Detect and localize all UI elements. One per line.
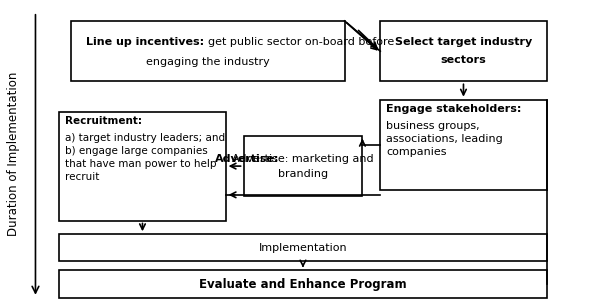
Text: Advertise: marketing and: Advertise: marketing and	[232, 153, 374, 164]
Bar	[380, 99, 547, 190]
Text: Select target industry: Select target industry	[395, 37, 532, 47]
Text: Implementation: Implementation	[259, 243, 347, 253]
Text: Duration of Implementation: Duration of Implementation	[7, 72, 20, 236]
Text: branding: branding	[278, 169, 328, 179]
Bar	[244, 136, 362, 196]
Text: Evaluate and Enhance Program: Evaluate and Enhance Program	[199, 278, 407, 290]
Bar	[59, 234, 547, 261]
Text: Advertise:: Advertise:	[215, 153, 279, 164]
Text: Line up incentives:: Line up incentives:	[86, 37, 208, 47]
Text: Recruitment:: Recruitment:	[65, 116, 142, 126]
Bar	[59, 270, 547, 298]
Text: engaging the industry: engaging the industry	[146, 57, 270, 67]
Text: get public sector on-board before: get public sector on-board before	[208, 37, 394, 47]
Bar	[380, 21, 547, 81]
Bar	[59, 112, 226, 221]
Text: a) target industry leaders; and
b) engage large companies
that have man power to: a) target industry leaders; and b) engag…	[65, 133, 226, 182]
Text: sectors: sectors	[440, 55, 487, 65]
Text: Engage stakeholders:: Engage stakeholders:	[386, 104, 526, 114]
Text: business groups,
associations, leading
companies: business groups, associations, leading c…	[386, 121, 503, 157]
Bar	[71, 21, 344, 81]
